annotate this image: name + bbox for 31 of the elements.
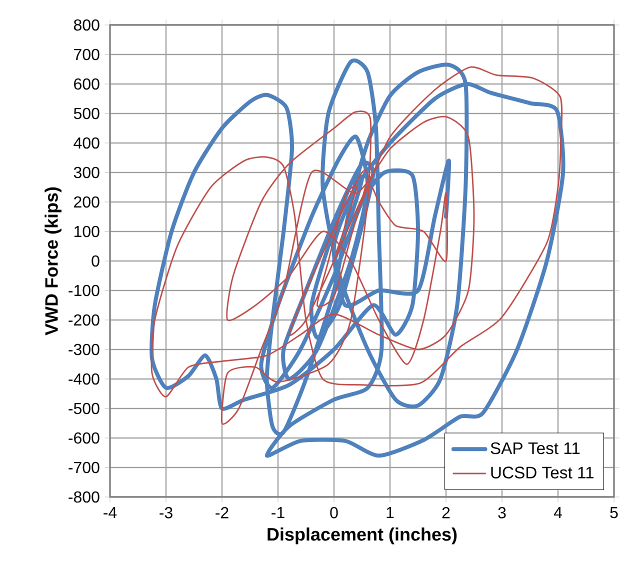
legend-label: UCSD Test 11: [491, 466, 594, 478]
y-tick-label: -400: [68, 373, 100, 385]
y-tick-label: -800: [68, 491, 100, 503]
x-tick-label: 4: [554, 507, 562, 518]
y-tick-label: -500: [68, 402, 100, 414]
y-axis-title: VWD Force (kips): [44, 187, 62, 336]
x-tick-label: 1: [386, 507, 394, 518]
x-tick-label: 0: [330, 507, 338, 518]
y-tick-label: -700: [68, 462, 100, 474]
x-tick-label: -4: [104, 507, 117, 518]
y-tick-label: -300: [68, 344, 100, 356]
x-tick-label: -1: [272, 507, 284, 518]
y-tick-label: 500: [74, 108, 100, 120]
y-tick-label: 800: [74, 19, 100, 31]
y-tick-label: 300: [74, 166, 100, 178]
y-tick-label: -200: [68, 314, 100, 326]
y-tick-label: -100: [68, 284, 100, 296]
x-tick-label: 2: [442, 507, 450, 518]
x-tick-label: -2: [216, 507, 228, 518]
y-tick-label: 100: [74, 226, 100, 238]
x-tick-label: 3: [498, 507, 506, 518]
y-tick-label: 400: [74, 137, 100, 149]
y-tick-label: -600: [68, 432, 100, 444]
legend-label: SAP Test 11: [490, 442, 580, 454]
x-tick-label: 5: [610, 507, 618, 518]
y-tick-label: 200: [74, 196, 100, 208]
y-tick-label: 600: [74, 78, 100, 90]
x-tick-label: -3: [160, 507, 172, 518]
y-tick-label: 0: [92, 255, 100, 267]
x-axis-title: Displacement (inches): [268, 528, 457, 544]
y-tick-label: 700: [74, 48, 100, 60]
